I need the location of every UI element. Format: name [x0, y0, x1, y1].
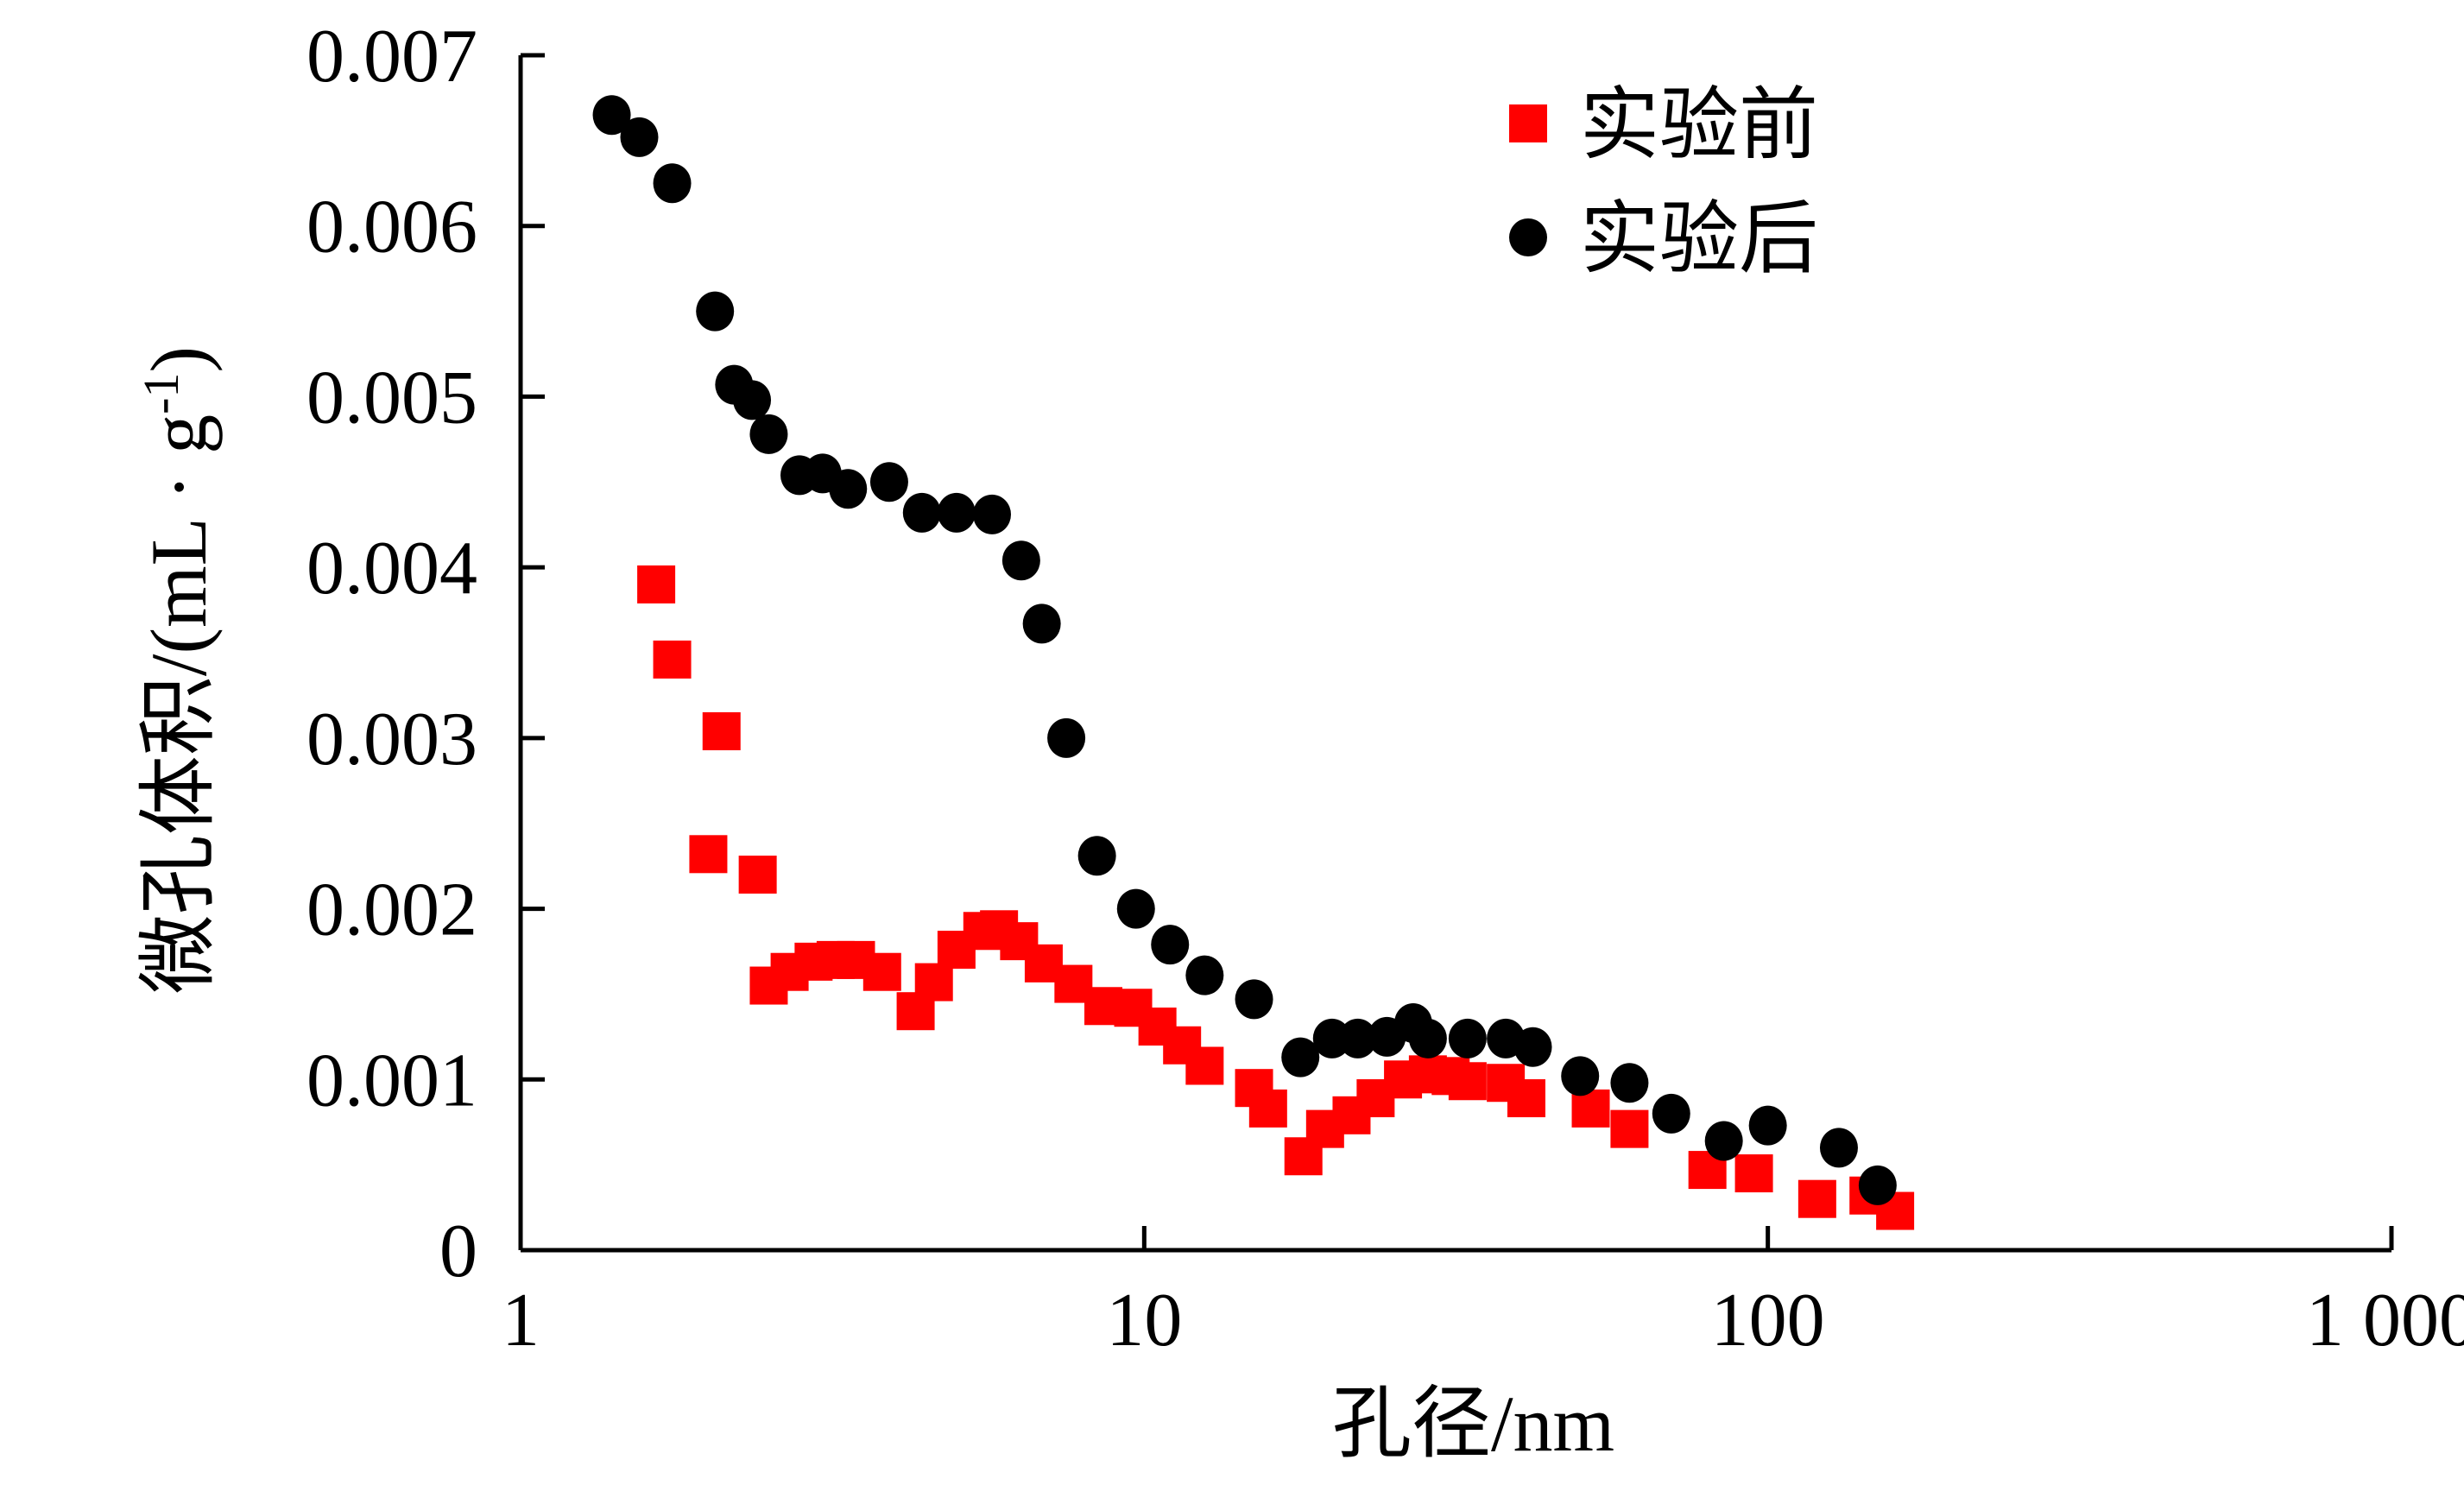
legend-marker-circle: [1509, 218, 1547, 256]
data-point-circle: [1151, 925, 1190, 965]
data-point-circle: [1408, 1018, 1447, 1058]
data-point-square: [1448, 1062, 1487, 1101]
series-layer: [592, 95, 1915, 1230]
data-point-circle: [1077, 836, 1116, 876]
data-point-square: [914, 963, 953, 1002]
y-axis-title-superscript: -1: [133, 373, 189, 414]
data-point-square: [738, 856, 777, 894]
data-point-circle: [829, 469, 868, 509]
x-axis-title: 孔径/nm: [1332, 1380, 1614, 1468]
data-point-circle: [1022, 603, 1061, 644]
data-point-square: [637, 565, 676, 603]
series-before: [637, 565, 1915, 1230]
data-point-circle: [592, 95, 631, 136]
data-point-circle: [1001, 540, 1040, 581]
svg-text:微孔体积/(mL · g-1): 微孔体积/(mL · g-1): [133, 346, 224, 994]
y-tick-label: 0.006: [306, 186, 477, 269]
data-point-square: [1610, 1109, 1649, 1148]
data-point-circle: [1116, 888, 1155, 929]
data-point-circle: [653, 163, 692, 204]
data-point-circle: [1610, 1063, 1649, 1103]
y-tick-label: 0.003: [306, 698, 477, 781]
y-tick-label: 0.005: [306, 356, 477, 439]
y-axis-title-main: 微孔体积/(mL · g: [135, 414, 223, 994]
y-tick-label: 0.001: [306, 1039, 477, 1122]
y-tick-label: 0.002: [306, 869, 477, 952]
data-point-circle: [1235, 979, 1273, 1020]
series-after: [592, 95, 1897, 1205]
data-point-square: [689, 835, 728, 874]
data-point-circle: [749, 414, 788, 454]
data-point-circle: [1185, 955, 1224, 995]
data-point-circle: [972, 494, 1011, 534]
data-point-square: [862, 952, 901, 991]
y-tick-label: 0.007: [306, 15, 477, 98]
y-axis-title-close: ): [135, 346, 223, 373]
data-point-circle: [1448, 1018, 1487, 1058]
data-point-square: [653, 640, 692, 679]
data-point-square: [1571, 1089, 1610, 1128]
legend-marker-square: [1509, 104, 1547, 142]
data-point-circle: [1704, 1121, 1743, 1161]
legend-label-before: 实验前: [1580, 81, 1818, 169]
data-point-circle: [937, 492, 976, 533]
data-point-square: [1734, 1154, 1773, 1193]
data-point-circle: [733, 380, 772, 420]
data-point-circle: [1652, 1093, 1690, 1134]
data-point-circle: [1513, 1027, 1552, 1067]
data-point-circle: [1819, 1128, 1858, 1168]
data-point-square: [702, 711, 741, 750]
axes: [518, 55, 2391, 1253]
data-point-square: [1185, 1046, 1224, 1085]
data-point-circle: [1561, 1056, 1600, 1096]
x-tick-label: 10: [1106, 1279, 1182, 1362]
data-point-circle: [869, 462, 908, 502]
data-point-circle: [1748, 1105, 1787, 1146]
x-tick-label: 100: [1711, 1279, 1825, 1362]
legend-label-after: 实验后: [1580, 195, 1818, 283]
y-ticks: 0 0.001 0.002 0.003 0.004 0.005 0.006 0.007: [306, 15, 545, 1293]
data-point-circle: [902, 492, 941, 533]
data-point-circle: [696, 291, 735, 332]
y-axis-title: 微孔体积/(mL · g-1): [133, 346, 224, 994]
y-tick-label: 0: [439, 1210, 477, 1293]
data-point-circle: [1281, 1037, 1320, 1077]
data-point-circle: [1858, 1165, 1897, 1205]
data-point-square: [1507, 1079, 1545, 1118]
data-point-circle: [620, 117, 659, 157]
data-point-circle: [1047, 717, 1086, 758]
data-point-square: [1797, 1179, 1836, 1218]
data-point-square: [1248, 1089, 1287, 1128]
y-tick-label: 0.004: [306, 527, 477, 610]
x-tick-label: 1 000: [2306, 1279, 2464, 1362]
x-tick-label: 1: [502, 1279, 540, 1362]
legend: 实验前 实验后: [1509, 81, 1818, 283]
data-point-circle: [1338, 1018, 1377, 1058]
x-ticks: 1 10 100 1 000: [502, 1226, 2464, 1362]
